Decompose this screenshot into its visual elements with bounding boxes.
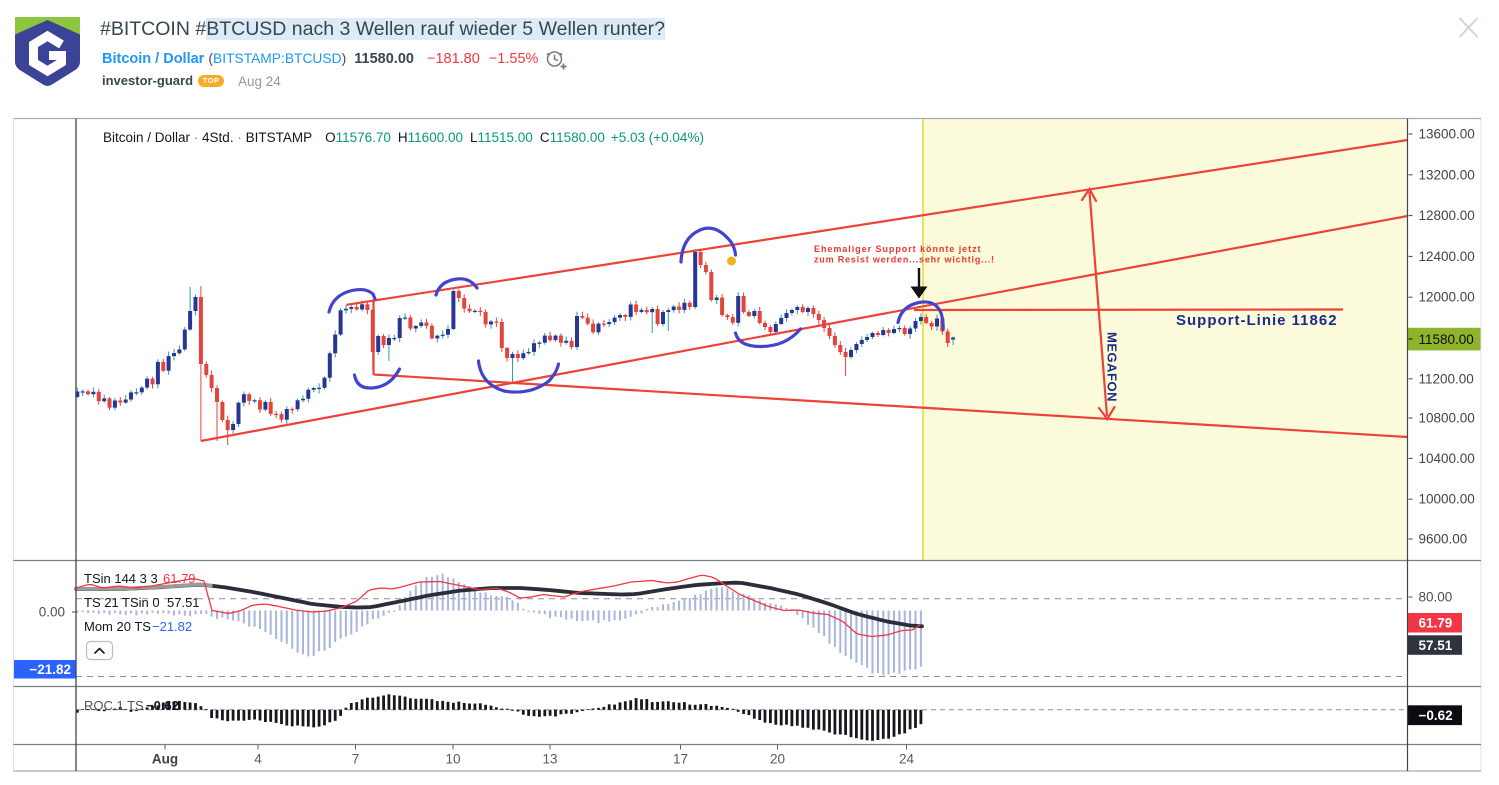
svg-text:20: 20: [770, 752, 785, 767]
svg-text:−0.62: −0.62: [146, 698, 179, 713]
svg-text:ROC 1 TS: ROC 1 TS: [84, 698, 144, 713]
svg-text:17: 17: [673, 752, 688, 767]
svg-text:Ehemaliger Support könnte jetz: Ehemaliger Support könnte jetzt: [814, 244, 981, 254]
svg-text:MEGAFON: MEGAFON: [1104, 332, 1119, 402]
svg-text:10: 10: [445, 752, 460, 767]
svg-text:57.51: 57.51: [167, 595, 200, 610]
svg-text:4: 4: [254, 752, 262, 767]
svg-text:Aug: Aug: [152, 752, 178, 767]
svg-text:zum Resist werden...sehr wicht: zum Resist werden...sehr wichtig...!: [814, 255, 995, 265]
svg-text:TSin 144 3 3: TSin 144 3 3: [84, 571, 158, 586]
svg-text:0.00: 0.00: [39, 605, 65, 620]
svg-text:Mom 20 TS: Mom 20 TS: [84, 619, 151, 634]
svg-text:10800.00: 10800.00: [1419, 411, 1475, 426]
svg-text:−0.62: −0.62: [1419, 708, 1453, 723]
svg-text:11200.00: 11200.00: [1419, 371, 1474, 386]
svg-text:−21.82: −21.82: [152, 619, 192, 634]
svg-text:80.00: 80.00: [1419, 590, 1453, 605]
svg-text:12800.00: 12800.00: [1419, 208, 1475, 223]
svg-text:61.79: 61.79: [163, 571, 196, 586]
svg-text:24: 24: [899, 752, 915, 767]
svg-text:−21.82: −21.82: [29, 662, 71, 677]
svg-text:Support-Linie 11862: Support-Linie 11862: [1176, 312, 1338, 329]
svg-text:9600.00: 9600.00: [1419, 532, 1468, 547]
svg-text:13600.00: 13600.00: [1419, 127, 1475, 142]
svg-text:7: 7: [352, 752, 360, 767]
svg-text:TS 21 TSin 0: TS 21 TSin 0: [84, 595, 160, 610]
svg-text:12000.00: 12000.00: [1419, 290, 1475, 305]
svg-text:13: 13: [542, 752, 557, 767]
svg-text:10400.00: 10400.00: [1419, 451, 1475, 466]
svg-text:10000.00: 10000.00: [1419, 492, 1475, 507]
svg-text:12400.00: 12400.00: [1419, 249, 1475, 264]
svg-text:11580.00: 11580.00: [1419, 332, 1474, 347]
svg-text:Bitcoin / Dollar · 4Std. · BIT: Bitcoin / Dollar · 4Std. · BITSTAMP O1157…: [103, 130, 704, 145]
svg-text:57.51: 57.51: [1419, 638, 1453, 653]
svg-text:13200.00: 13200.00: [1419, 167, 1475, 182]
svg-text:61.79: 61.79: [1419, 616, 1453, 631]
